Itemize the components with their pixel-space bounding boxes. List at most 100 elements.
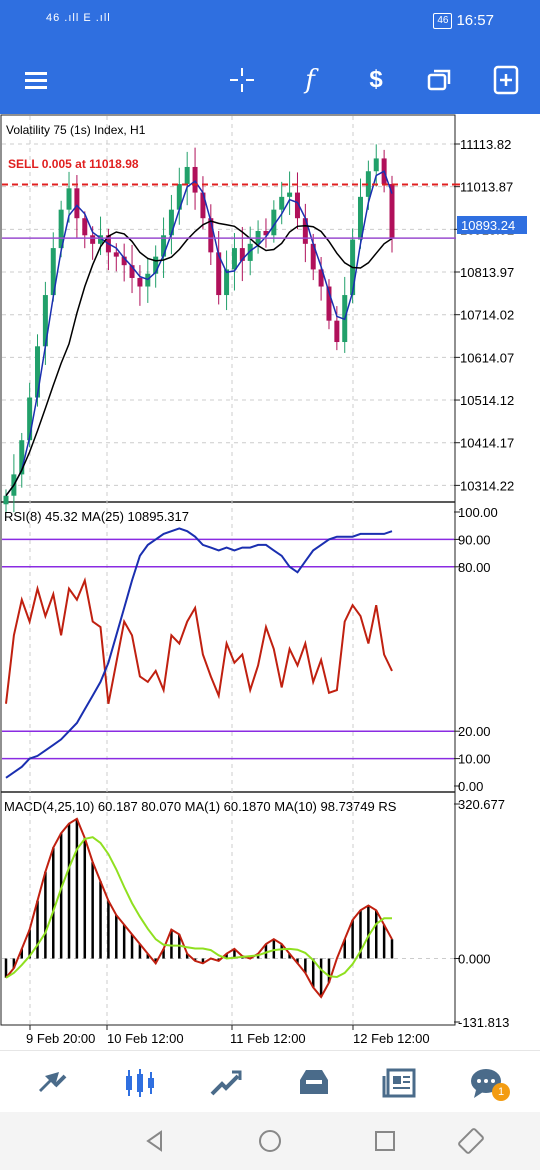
candle-body	[279, 196, 285, 210]
candle-body	[357, 196, 363, 240]
candle-body	[334, 320, 340, 343]
price-tick-label: 10514.12	[460, 393, 514, 408]
rsi-tick-label: 90.00	[458, 532, 491, 547]
status-right: 46 16:57	[433, 12, 494, 29]
candle-body	[365, 171, 371, 197]
rsi-ma-line	[5, 527, 393, 779]
price-tick-label: 10614.07	[460, 350, 514, 365]
candle-body	[200, 192, 206, 219]
candle-body	[113, 252, 119, 257]
candle-body	[27, 397, 33, 441]
time-label: 11 Feb 12:00	[230, 1031, 306, 1046]
candle-body	[168, 209, 174, 236]
candle-body	[208, 218, 214, 253]
candle-body	[42, 295, 48, 347]
macd-tick-label: -131.813	[458, 1015, 509, 1030]
candle-body	[263, 231, 269, 236]
candle-body	[35, 346, 41, 398]
rsi-label: RSI(8) 45.32 MA(25) 10895.317	[4, 509, 189, 524]
recents-icon[interactable]	[370, 1126, 400, 1156]
macd-plot	[4, 817, 394, 999]
current-price-badge	[457, 216, 527, 234]
rsi-tick-label: 0.00	[458, 779, 483, 794]
candle-body	[82, 218, 88, 236]
trade-nav-icon[interactable]	[206, 1063, 246, 1103]
candle-body	[137, 277, 143, 287]
chart-area[interactable]: Volatility 75 (1s) Index, H1 SELL 0.005 …	[0, 114, 540, 1050]
price-tick-label: 10314.22	[460, 478, 514, 493]
time-axis: 9 Feb 20:00 10 Feb 12:00 11 Feb 12:00 12 Fe…	[26, 1025, 430, 1046]
rsi-tick-label: 80.00	[458, 560, 491, 575]
candle-body	[255, 231, 261, 244]
top-toolbar: f $	[0, 44, 540, 114]
chat-badge: 1	[492, 1083, 510, 1101]
news-icon[interactable]	[380, 1063, 420, 1103]
macd-signal-line	[5, 836, 392, 979]
candle-body	[161, 235, 167, 257]
history-icon[interactable]	[294, 1063, 334, 1103]
rotate-icon[interactable]	[456, 1126, 486, 1156]
function-icon[interactable]: f	[305, 65, 315, 95]
price-axis: 11113.8211013.8710913.9210813.9710714.02…	[454, 137, 514, 493]
price-tick-label: 11113.82	[460, 137, 511, 152]
candle-body	[239, 248, 245, 261]
macd-tick-label: 0.000	[458, 951, 491, 966]
price-tick-label: 10714.02	[460, 308, 514, 323]
candle-body	[98, 235, 104, 244]
candle-body	[224, 269, 230, 296]
candle-body	[231, 248, 237, 270]
rsi-tick-label: 20.00	[458, 724, 491, 739]
macd-tick-label: 320.677	[458, 797, 505, 812]
price-tick-label: 10414.17	[460, 436, 514, 451]
candle-body	[294, 192, 300, 219]
candle-body	[302, 218, 308, 244]
candle-body	[271, 209, 277, 236]
candle-body	[184, 166, 190, 185]
price-tick-label: 11013.87	[460, 180, 513, 195]
rsi-lines	[5, 527, 393, 779]
candle-body	[74, 188, 80, 219]
candle-body	[287, 192, 293, 197]
home-icon[interactable]	[255, 1126, 285, 1156]
macd-line	[5, 817, 393, 999]
candle-body	[216, 252, 222, 296]
candles	[3, 144, 395, 514]
candle-body	[3, 495, 9, 505]
candle-body	[50, 248, 56, 296]
back-icon[interactable]	[140, 1126, 170, 1156]
candle-body	[121, 256, 127, 266]
candle-body	[176, 184, 182, 210]
chart-frame	[0, 114, 456, 1026]
bottom-nav: 1	[0, 1050, 540, 1112]
status-bar: 46 .ıll E .ıll 46 16:57	[0, 0, 540, 44]
trade-icon[interactable]: $	[369, 66, 383, 93]
status-time: 16:57	[456, 12, 494, 29]
candle-body	[66, 188, 72, 210]
candle-body	[318, 269, 324, 287]
rsi-tick-label: 100.00	[458, 505, 498, 520]
candle-body	[373, 158, 379, 172]
add-chart-icon[interactable]	[486, 60, 526, 100]
chart-svg[interactable]: Volatility 75 (1s) Index, H1 SELL 0.005 …	[0, 114, 540, 1050]
chart-title: Volatility 75 (1s) Index, H1	[6, 123, 146, 137]
chat-icon[interactable]: 1	[466, 1063, 510, 1103]
rsi-line	[5, 577, 393, 704]
system-nav	[0, 1112, 540, 1170]
chart-icon[interactable]	[120, 1063, 160, 1103]
candle-body	[247, 243, 253, 261]
candle-body	[326, 286, 332, 321]
candle-body	[90, 235, 96, 244]
current-price: 10893.24	[461, 218, 515, 233]
quotes-icon[interactable]	[32, 1063, 72, 1103]
rsi-tick-label: 10.00	[458, 752, 491, 767]
windows-icon[interactable]	[420, 60, 460, 100]
time-label: 10 Feb 12:00	[107, 1031, 184, 1046]
time-label: 12 Feb 12:00	[353, 1031, 430, 1046]
crosshair-icon[interactable]	[222, 60, 262, 100]
network-indicator: 46 .ıll E .ıll	[46, 12, 111, 24]
ma-slow-line	[5, 220, 393, 497]
ma-fast-line	[5, 170, 393, 497]
candle-body	[192, 166, 198, 193]
candle-body	[129, 265, 135, 278]
menu-icon[interactable]	[16, 60, 56, 100]
